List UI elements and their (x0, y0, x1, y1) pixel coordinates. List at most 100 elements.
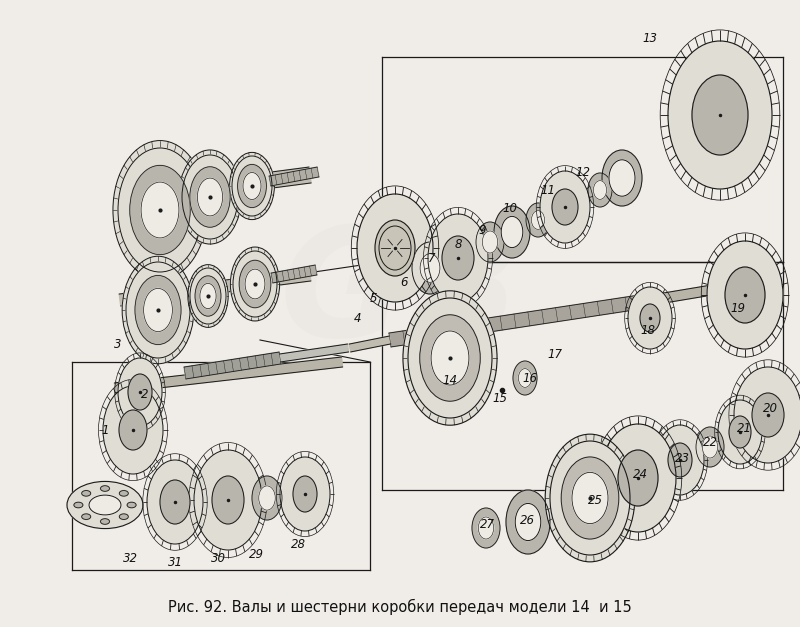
Ellipse shape (188, 265, 228, 327)
Ellipse shape (668, 443, 692, 477)
Ellipse shape (572, 472, 608, 524)
Text: 9: 9 (478, 223, 486, 236)
Ellipse shape (101, 519, 110, 524)
Text: 29: 29 (249, 549, 263, 562)
Text: 8: 8 (454, 238, 462, 251)
Text: 17: 17 (547, 349, 562, 362)
Ellipse shape (182, 155, 238, 239)
Ellipse shape (531, 211, 545, 229)
Text: 27: 27 (479, 519, 494, 532)
Polygon shape (119, 269, 310, 306)
Ellipse shape (431, 331, 469, 385)
Ellipse shape (696, 427, 724, 467)
Ellipse shape (74, 502, 83, 508)
Ellipse shape (501, 216, 523, 248)
Polygon shape (269, 167, 319, 186)
Ellipse shape (472, 508, 500, 548)
Ellipse shape (258, 486, 275, 510)
Ellipse shape (147, 460, 203, 544)
Text: 25: 25 (587, 493, 602, 507)
Ellipse shape (513, 361, 537, 395)
Ellipse shape (113, 140, 207, 280)
Text: 1: 1 (102, 423, 109, 436)
Ellipse shape (82, 514, 90, 519)
Ellipse shape (230, 152, 274, 219)
Text: 26: 26 (519, 514, 534, 527)
Ellipse shape (379, 226, 411, 270)
Polygon shape (389, 295, 641, 347)
Text: 3: 3 (114, 339, 122, 352)
Ellipse shape (130, 166, 190, 255)
Ellipse shape (506, 490, 550, 554)
Ellipse shape (729, 416, 751, 448)
Ellipse shape (420, 315, 480, 401)
Text: 20: 20 (762, 401, 778, 414)
Ellipse shape (476, 222, 504, 262)
Text: 16: 16 (522, 372, 538, 384)
Ellipse shape (618, 450, 658, 506)
Ellipse shape (119, 514, 128, 519)
Ellipse shape (725, 267, 765, 323)
Ellipse shape (233, 251, 277, 317)
Ellipse shape (243, 172, 261, 199)
Text: 32: 32 (122, 552, 138, 564)
Ellipse shape (195, 276, 221, 316)
Ellipse shape (420, 254, 440, 282)
Ellipse shape (602, 150, 642, 206)
Text: 30: 30 (210, 552, 226, 564)
Ellipse shape (550, 441, 630, 555)
Text: 22: 22 (702, 436, 718, 450)
Ellipse shape (526, 203, 550, 237)
Text: 5: 5 (370, 292, 378, 305)
Ellipse shape (190, 268, 226, 324)
Ellipse shape (127, 502, 136, 508)
Text: 31: 31 (167, 556, 182, 569)
Ellipse shape (656, 425, 704, 495)
Ellipse shape (190, 167, 230, 227)
Ellipse shape (89, 495, 121, 515)
Text: 14: 14 (442, 374, 458, 386)
Ellipse shape (546, 434, 635, 562)
Ellipse shape (103, 386, 163, 474)
Ellipse shape (126, 262, 190, 358)
Text: 15: 15 (493, 391, 507, 404)
Ellipse shape (230, 247, 280, 321)
Ellipse shape (198, 178, 222, 216)
Ellipse shape (718, 400, 762, 464)
Ellipse shape (640, 304, 660, 332)
Ellipse shape (752, 393, 784, 437)
Ellipse shape (408, 298, 492, 418)
Ellipse shape (118, 148, 202, 272)
Ellipse shape (160, 480, 190, 524)
Ellipse shape (375, 220, 415, 276)
Text: GB: GB (279, 220, 521, 369)
Text: 10: 10 (502, 201, 518, 214)
Polygon shape (279, 344, 349, 362)
Ellipse shape (118, 358, 162, 426)
Text: 4: 4 (354, 312, 362, 325)
Ellipse shape (238, 164, 266, 208)
Ellipse shape (668, 41, 772, 189)
Ellipse shape (562, 457, 619, 539)
Ellipse shape (609, 160, 635, 196)
Ellipse shape (194, 450, 262, 550)
Text: 13: 13 (642, 31, 658, 45)
Ellipse shape (252, 476, 282, 520)
Text: Рис. 92. Валы и шестерни коробки передач модели 14  и 15: Рис. 92. Валы и шестерни коробки передач… (168, 599, 632, 615)
Polygon shape (114, 357, 342, 393)
Ellipse shape (101, 486, 110, 492)
Polygon shape (184, 352, 281, 379)
Ellipse shape (119, 410, 147, 450)
Ellipse shape (628, 287, 672, 349)
Text: 19: 19 (730, 302, 746, 315)
Ellipse shape (412, 242, 448, 294)
Ellipse shape (293, 476, 317, 512)
Polygon shape (119, 167, 311, 208)
Ellipse shape (518, 369, 532, 387)
Ellipse shape (135, 275, 181, 345)
Ellipse shape (280, 457, 330, 531)
Text: 2: 2 (142, 389, 149, 401)
Ellipse shape (239, 260, 271, 308)
Ellipse shape (67, 482, 143, 529)
Ellipse shape (119, 490, 128, 496)
